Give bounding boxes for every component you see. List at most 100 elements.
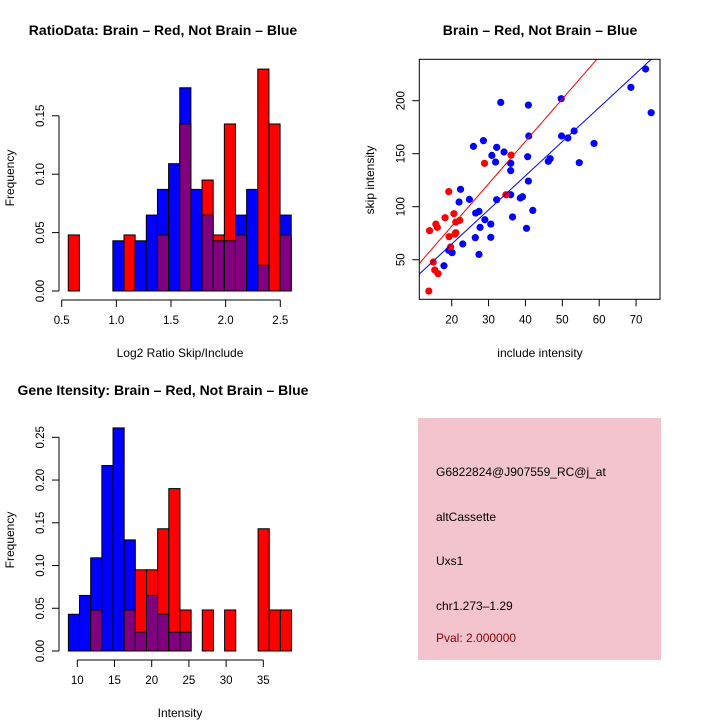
histogram-bar bbox=[79, 594, 92, 652]
ratio-histogram-ylabel: Frequency bbox=[3, 150, 17, 207]
scatter-point bbox=[522, 224, 531, 232]
regression-line bbox=[419, 59, 652, 275]
p-value: Pval: 2.000000 bbox=[436, 631, 516, 645]
scatter-point bbox=[642, 65, 650, 73]
scatter-point bbox=[493, 196, 501, 204]
scatter-point bbox=[451, 230, 459, 238]
scatter-point bbox=[518, 193, 527, 201]
scatter-point bbox=[469, 142, 478, 150]
histogram-overlap-bar bbox=[145, 594, 159, 652]
x-tick-label: 0.5 bbox=[54, 315, 70, 327]
probe-id: G6822824@J907559_RC@j_at bbox=[436, 465, 606, 479]
scatter-point bbox=[448, 249, 456, 257]
x-tick-label: 1.5 bbox=[163, 315, 179, 327]
scatter-point bbox=[456, 185, 465, 193]
scatter-point bbox=[459, 240, 467, 248]
histogram-bar bbox=[112, 240, 125, 292]
ratio-histogram: RatioData: Brain – Red, Not Brain – Blue… bbox=[3, 22, 297, 360]
intensity-histogram-ylabel: Frequency bbox=[3, 512, 17, 569]
histogram-bar bbox=[134, 240, 147, 292]
scatter-point bbox=[450, 210, 458, 218]
x-tick-label: 30 bbox=[220, 675, 233, 687]
scatter-point bbox=[546, 155, 554, 163]
scatter-point bbox=[433, 223, 441, 231]
histogram-bar bbox=[201, 609, 214, 652]
histogram-bar bbox=[101, 465, 114, 652]
gene-name: Uxs1 bbox=[436, 554, 464, 568]
scatter-point bbox=[476, 223, 484, 231]
scatter-point bbox=[508, 213, 517, 221]
x-tick-label: 70 bbox=[630, 314, 643, 326]
histogram-bar bbox=[224, 609, 237, 652]
scatter-point bbox=[507, 151, 515, 159]
scatter-xlabel: include intensity bbox=[497, 346, 582, 360]
scatter-point bbox=[529, 206, 537, 215]
scatter-point bbox=[425, 287, 433, 295]
histogram-overlap-bar bbox=[179, 123, 192, 292]
scatter-point bbox=[627, 83, 635, 91]
scatter-title: Brain – Red, Not Brain – Blue bbox=[443, 22, 638, 38]
histogram-bar bbox=[145, 214, 158, 292]
x-tick-label: 50 bbox=[556, 314, 569, 326]
histogram-bar bbox=[190, 188, 203, 292]
scatter-point bbox=[440, 262, 448, 270]
histogram-bar bbox=[257, 68, 270, 292]
histogram-bar bbox=[268, 609, 281, 652]
histogram-bar bbox=[168, 488, 181, 652]
histogram-overlap-bar bbox=[201, 214, 214, 292]
scatter-point bbox=[445, 188, 453, 196]
scatter-ylabel: skip intensity bbox=[363, 146, 377, 215]
scatter-point bbox=[455, 198, 463, 206]
scatter-point bbox=[425, 227, 434, 235]
x-tick-label: 20 bbox=[445, 314, 458, 326]
histogram-bar bbox=[279, 609, 293, 652]
scatter-point bbox=[471, 234, 479, 242]
scatter-point bbox=[500, 148, 508, 156]
histogram-overlap-bar bbox=[179, 631, 192, 652]
scatter-point bbox=[524, 101, 532, 109]
scatter-point bbox=[557, 95, 565, 103]
x-tick-label: 10 bbox=[71, 675, 84, 687]
histogram-bar bbox=[257, 528, 270, 652]
x-tick-label: 20 bbox=[145, 675, 158, 687]
histogram-bar bbox=[67, 234, 80, 292]
y-tick-label: 0.25 bbox=[35, 426, 47, 448]
y-tick-label: 200 bbox=[395, 91, 407, 110]
scatter-point bbox=[445, 233, 453, 241]
y-tick-label: 0.00 bbox=[35, 280, 47, 302]
x-tick-label: 40 bbox=[519, 314, 532, 326]
histogram-overlap-bar bbox=[157, 613, 170, 652]
scatter-point bbox=[429, 258, 437, 266]
histogram-bar bbox=[112, 427, 125, 652]
regression-line bbox=[419, 59, 598, 265]
histogram-overlap-bar bbox=[212, 240, 225, 292]
x-tick-label: 2.0 bbox=[218, 315, 234, 327]
y-tick-label: 100 bbox=[395, 197, 407, 216]
ratio-histogram-xlabel: Log2 Ratio Skip/Include bbox=[117, 346, 244, 360]
y-tick-label: 0.10 bbox=[35, 554, 47, 576]
y-tick-label: 0.10 bbox=[35, 163, 47, 185]
histogram-overlap-bar bbox=[168, 631, 181, 652]
x-tick-label: 30 bbox=[482, 314, 495, 326]
scatter-point bbox=[647, 109, 655, 117]
scatter-point bbox=[590, 139, 598, 148]
x-tick-label: 1.0 bbox=[108, 315, 124, 327]
scatter-point bbox=[507, 159, 515, 167]
histogram-overlap-bar bbox=[223, 240, 236, 292]
scatter-point bbox=[493, 143, 501, 151]
x-tick-label: 2.5 bbox=[272, 315, 288, 327]
scatter-point bbox=[487, 220, 495, 228]
scatter-point bbox=[446, 243, 455, 251]
histogram-bar bbox=[246, 188, 259, 292]
histogram-bar bbox=[67, 613, 81, 652]
info-panel: G6822824@J907559_RC@j_at altCassette Uxs… bbox=[418, 418, 661, 660]
scatter-point bbox=[481, 216, 489, 224]
scatter-point bbox=[465, 195, 473, 203]
scatter-point bbox=[502, 191, 510, 199]
y-tick-label: 0.15 bbox=[35, 512, 47, 534]
intensity-histogram-title: Gene Itensity: Brain – Red, Not Brain – … bbox=[18, 382, 309, 398]
scatter-point bbox=[524, 177, 532, 185]
genomic-location: chr1.273–1.29 bbox=[436, 599, 513, 613]
histogram-overlap-bar bbox=[279, 234, 292, 292]
